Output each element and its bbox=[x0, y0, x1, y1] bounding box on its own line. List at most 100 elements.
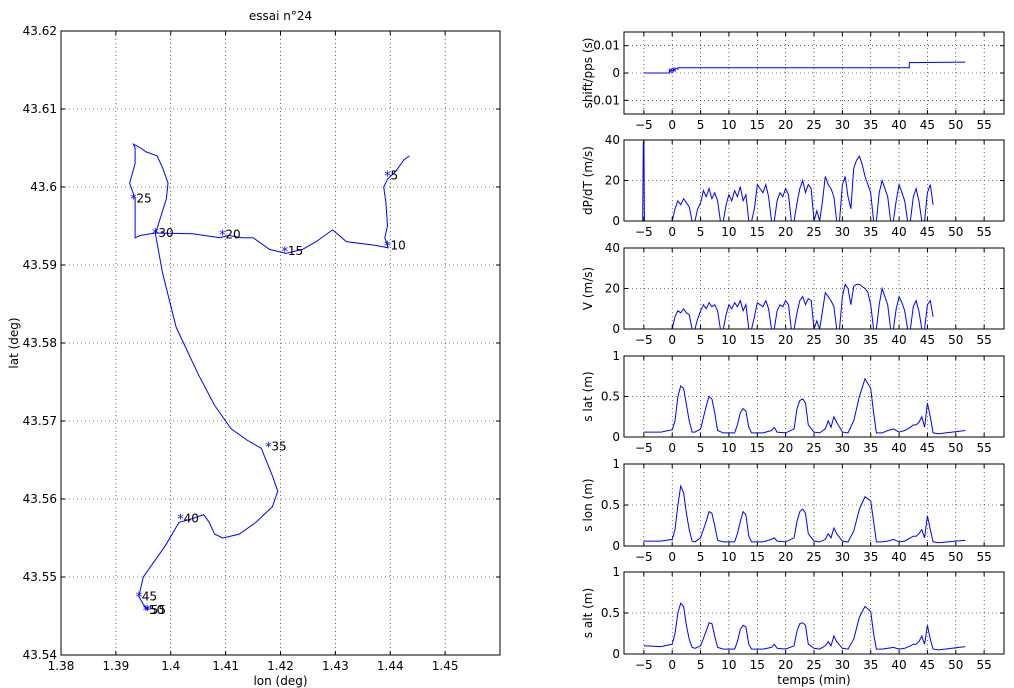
y-tick-label: 43.59 bbox=[23, 258, 57, 272]
x-tick-label: 1.44 bbox=[377, 659, 404, 673]
x-tick-label: 35 bbox=[863, 550, 878, 564]
x-tick-label: 55 bbox=[977, 658, 992, 672]
marker-label-50: 50 bbox=[149, 603, 164, 617]
series-line-panel1 bbox=[643, 61, 966, 74]
x-tick-label: 50 bbox=[948, 658, 963, 672]
y-tick-label: 0 bbox=[612, 322, 620, 336]
x-tick-label: 40 bbox=[891, 333, 906, 347]
chart-title: essai n°24 bbox=[249, 9, 312, 23]
y-tick-label: 0 bbox=[612, 647, 620, 661]
x-tick-label: 45 bbox=[920, 550, 935, 564]
marker-label-40: 40 bbox=[184, 512, 199, 526]
x-tick-label: 20 bbox=[778, 658, 793, 672]
x-tick-label: 30 bbox=[835, 118, 850, 132]
x-tick-label: 5 bbox=[697, 118, 705, 132]
x-tick-label: 0 bbox=[668, 550, 676, 564]
x-tick-label: 0 bbox=[668, 118, 676, 132]
x-tick-label: 20 bbox=[778, 441, 793, 455]
x-tick-label: 50 bbox=[948, 441, 963, 455]
x-tick-label: 45 bbox=[920, 225, 935, 239]
marker-55: * bbox=[144, 604, 151, 619]
x-tick-label: 1.39 bbox=[103, 659, 130, 673]
x-tick-label: 40 bbox=[891, 118, 906, 132]
y-tick-label: 20 bbox=[605, 174, 620, 188]
x-tick-label: 5 bbox=[697, 225, 705, 239]
x-tick-label: 25 bbox=[806, 441, 821, 455]
x-tick-label: 15 bbox=[750, 658, 765, 672]
x-tick-label: 1.4 bbox=[161, 659, 180, 673]
x-tick-label: 45 bbox=[920, 441, 935, 455]
y-tick-label: 1 bbox=[612, 457, 620, 471]
x-tick-label: 40 bbox=[891, 550, 906, 564]
x-tick-label: 15 bbox=[750, 441, 765, 455]
series-line-panel4 bbox=[643, 377, 966, 435]
marker-label-15: 15 bbox=[288, 244, 303, 258]
x-tick-label: 50 bbox=[948, 118, 963, 132]
y-tick-label: 43.61 bbox=[23, 102, 57, 116]
x-tick-label: −5 bbox=[635, 118, 653, 132]
x-axis-label: temps (min) bbox=[777, 673, 850, 687]
x-tick-label: 50 bbox=[948, 550, 963, 564]
marker-30: * bbox=[152, 227, 159, 242]
x-tick-label: 0 bbox=[668, 225, 676, 239]
y-tick-label: 43.58 bbox=[23, 336, 57, 350]
x-tick-label: 5 bbox=[697, 333, 705, 347]
x-tick-label: 40 bbox=[891, 658, 906, 672]
y-tick-label: 1 bbox=[612, 565, 620, 579]
x-tick-label: 20 bbox=[778, 333, 793, 347]
x-tick-label: 30 bbox=[835, 333, 850, 347]
marker-label-20: 20 bbox=[225, 228, 240, 242]
x-tick-label: 55 bbox=[977, 225, 992, 239]
x-tick-label: 0 bbox=[668, 333, 676, 347]
x-tick-label: 50 bbox=[948, 225, 963, 239]
x-tick-label: 25 bbox=[806, 225, 821, 239]
x-tick-label: 15 bbox=[750, 333, 765, 347]
x-tick-label: 55 bbox=[977, 550, 992, 564]
y-tick-label: 40 bbox=[605, 133, 620, 147]
x-tick-label: 25 bbox=[806, 118, 821, 132]
y-axis-label: V (m/s) bbox=[581, 267, 595, 310]
y-tick-label: 0 bbox=[612, 66, 620, 80]
x-tick-label: 45 bbox=[920, 333, 935, 347]
y-tick-label: 0 bbox=[612, 539, 620, 553]
y-tick-label: 0.5 bbox=[601, 390, 620, 404]
y-tick-label: -0.01 bbox=[589, 93, 620, 107]
x-tick-label: 25 bbox=[806, 658, 821, 672]
marker-label-30: 30 bbox=[158, 226, 173, 240]
x-tick-label: 25 bbox=[806, 333, 821, 347]
marker-label-5: 5 bbox=[391, 168, 399, 182]
y-axis-label: lat (deg) bbox=[7, 317, 21, 368]
x-tick-label: 35 bbox=[863, 441, 878, 455]
marker-5: * bbox=[384, 169, 391, 184]
x-tick-label: 0 bbox=[668, 658, 676, 672]
x-tick-label: 50 bbox=[948, 333, 963, 347]
x-tick-label: −5 bbox=[635, 225, 653, 239]
x-tick-label: 10 bbox=[721, 118, 736, 132]
marker-label-10: 10 bbox=[391, 239, 406, 253]
x-tick-label: 30 bbox=[835, 658, 850, 672]
x-tick-label: 1.45 bbox=[432, 659, 459, 673]
x-tick-label: −5 bbox=[635, 550, 653, 564]
x-tick-label: 10 bbox=[721, 441, 736, 455]
x-tick-label: 55 bbox=[977, 441, 992, 455]
y-axis-label: dP/dT (m/s) bbox=[581, 146, 595, 215]
y-tick-label: 43.6 bbox=[30, 180, 57, 194]
y-tick-label: 0.5 bbox=[601, 498, 620, 512]
marker-20: * bbox=[219, 229, 226, 244]
x-tick-label: 55 bbox=[977, 118, 992, 132]
x-tick-label: 1.38 bbox=[48, 659, 75, 673]
x-tick-label: 5 bbox=[697, 658, 705, 672]
x-tick-label: 40 bbox=[891, 225, 906, 239]
marker-45: * bbox=[136, 591, 143, 606]
y-tick-label: 43.54 bbox=[23, 648, 57, 662]
x-tick-label: 5 bbox=[697, 550, 705, 564]
y-axis-label: s lon (m) bbox=[581, 478, 595, 531]
x-tick-label: 15 bbox=[750, 225, 765, 239]
x-tick-label: 30 bbox=[835, 441, 850, 455]
y-axis-label: shift/pps (s) bbox=[581, 38, 595, 109]
x-tick-label: 15 bbox=[750, 118, 765, 132]
y-tick-label: 43.62 bbox=[23, 24, 57, 38]
marker-label-35: 35 bbox=[271, 440, 286, 454]
x-tick-label: −5 bbox=[635, 441, 653, 455]
x-tick-label: 20 bbox=[778, 118, 793, 132]
